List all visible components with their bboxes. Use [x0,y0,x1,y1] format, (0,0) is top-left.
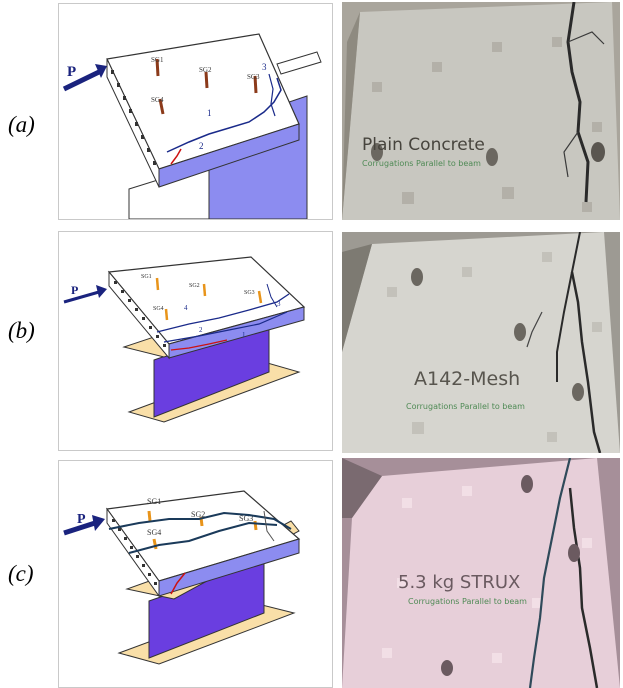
load-arrow [62,69,101,92]
strain-gauge-marker [253,520,258,531]
gauge-label: SG2 [191,510,205,519]
load-label: P [77,512,86,527]
gauge-label: SG2 [199,66,212,74]
slab-photo-image: 5.3 kg STRUX Corrugations Parallel to be… [342,458,620,688]
crack-line [156,293,290,333]
strain-gauge-marker [155,277,160,291]
slab-photo-image: Plain Concrete Corrugations Parallel to … [342,2,620,220]
crack-line [166,77,282,153]
crack-number: 3 [262,62,267,72]
crack-line [268,73,276,117]
strain-gauge-marker [204,71,209,89]
gauge-label: SG4 [147,528,161,537]
row-label: (b) [8,318,35,343]
strain-gauge-marker [152,538,158,550]
gauge-label: SG4 [153,306,164,312]
crack-number: 1 [242,331,246,339]
load-arrow [63,290,100,304]
load-arrow [63,520,96,536]
arrow-head-icon [95,64,107,78]
gauge-label: SG3 [244,290,255,296]
strain-gauge-marker [158,98,165,115]
slab-photo-image: A142-Mesh Corrugations Parallel to beam [342,232,620,453]
photo-handwriting-sub: Corrugations Parallel to beam [406,402,525,411]
strain-gauge-marker [253,75,258,94]
arrow-head-icon [96,285,107,298]
corrugation-holes [114,281,166,347]
slab-edge-side [106,58,160,188]
crack-line-red [170,148,182,165]
crack-line-red [170,572,186,595]
corrugation-holes [112,519,157,585]
photo-handwriting-main: 5.3 kg STRUX [398,572,520,593]
diagram-panel: P SG1 SG2 SG3 SG4 1 2 3 [58,3,333,220]
strain-gauge-marker [155,58,160,77]
gauge-label: SG1 [147,497,161,506]
corrugation-holes [111,70,156,165]
crack-number: 4 [184,304,188,312]
arrow-head-icon [92,515,105,531]
slab-top [107,256,306,345]
gauge-label: SG2 [189,283,200,289]
row-label: (a) [8,112,35,137]
figure-row-b: (b) P SG1 SG2 [0,229,623,453]
test-photo: Plain Concrete Corrugations Parallel to … [342,2,620,220]
strain-gauge-marker [164,308,169,321]
diagram-panel: P SG1 SG2 SG3 SG4 [58,460,333,688]
slab-schematic: P SG1 SG2 SG3 SG4 1 2 3 4 [63,256,306,423]
crack-number: 2 [199,326,203,334]
figure-row-a: (a) P [0,0,623,222]
crack-line [163,311,288,343]
crack-line [108,511,292,530]
slab-schematic: P SG1 SG2 SG3 SG4 [63,490,301,665]
photo-handwriting-main: Plain Concrete [362,135,485,155]
load-label: P [67,64,76,80]
gauge-label: SG1 [151,56,164,64]
photo-handwriting-main: A142-Mesh [414,368,520,390]
photo-handwriting-sub: Corrugations Parallel to beam [362,159,481,168]
row-label: (c) [8,561,34,586]
strain-gauge-marker [202,283,207,297]
figure-row-c: (c) P SG1 SG2 [0,458,623,688]
crack-line-red [170,339,228,351]
crack-number: 2 [199,141,204,151]
slab-schematic: P SG1 SG2 SG3 SG4 1 2 3 [62,33,322,219]
crack-line [263,510,275,542]
crack-line [128,521,278,554]
test-photo: A142-Mesh Corrugations Parallel to beam [342,232,620,453]
photo-handwriting-sub: Corrugations Parallel to beam [408,597,527,606]
crack-number: 1 [207,108,212,118]
gauge-label: SG4 [151,96,164,104]
beam-top-flange [276,51,322,75]
strain-gauge-marker [257,290,263,304]
test-photo: 5.3 kg STRUX Corrugations Parallel to be… [342,458,620,688]
load-label: P [71,283,78,297]
diagram-panel: P SG1 SG2 SG3 SG4 1 2 3 4 [58,231,333,451]
gauge-label: SG1 [141,274,152,280]
strain-gauge-marker [147,510,152,522]
crack-line [266,283,278,308]
gauge-label: SG3 [247,73,260,81]
gauge-label: SG3 [239,514,253,523]
slab-edge-side [108,270,170,360]
crack-number: 3 [277,300,281,308]
